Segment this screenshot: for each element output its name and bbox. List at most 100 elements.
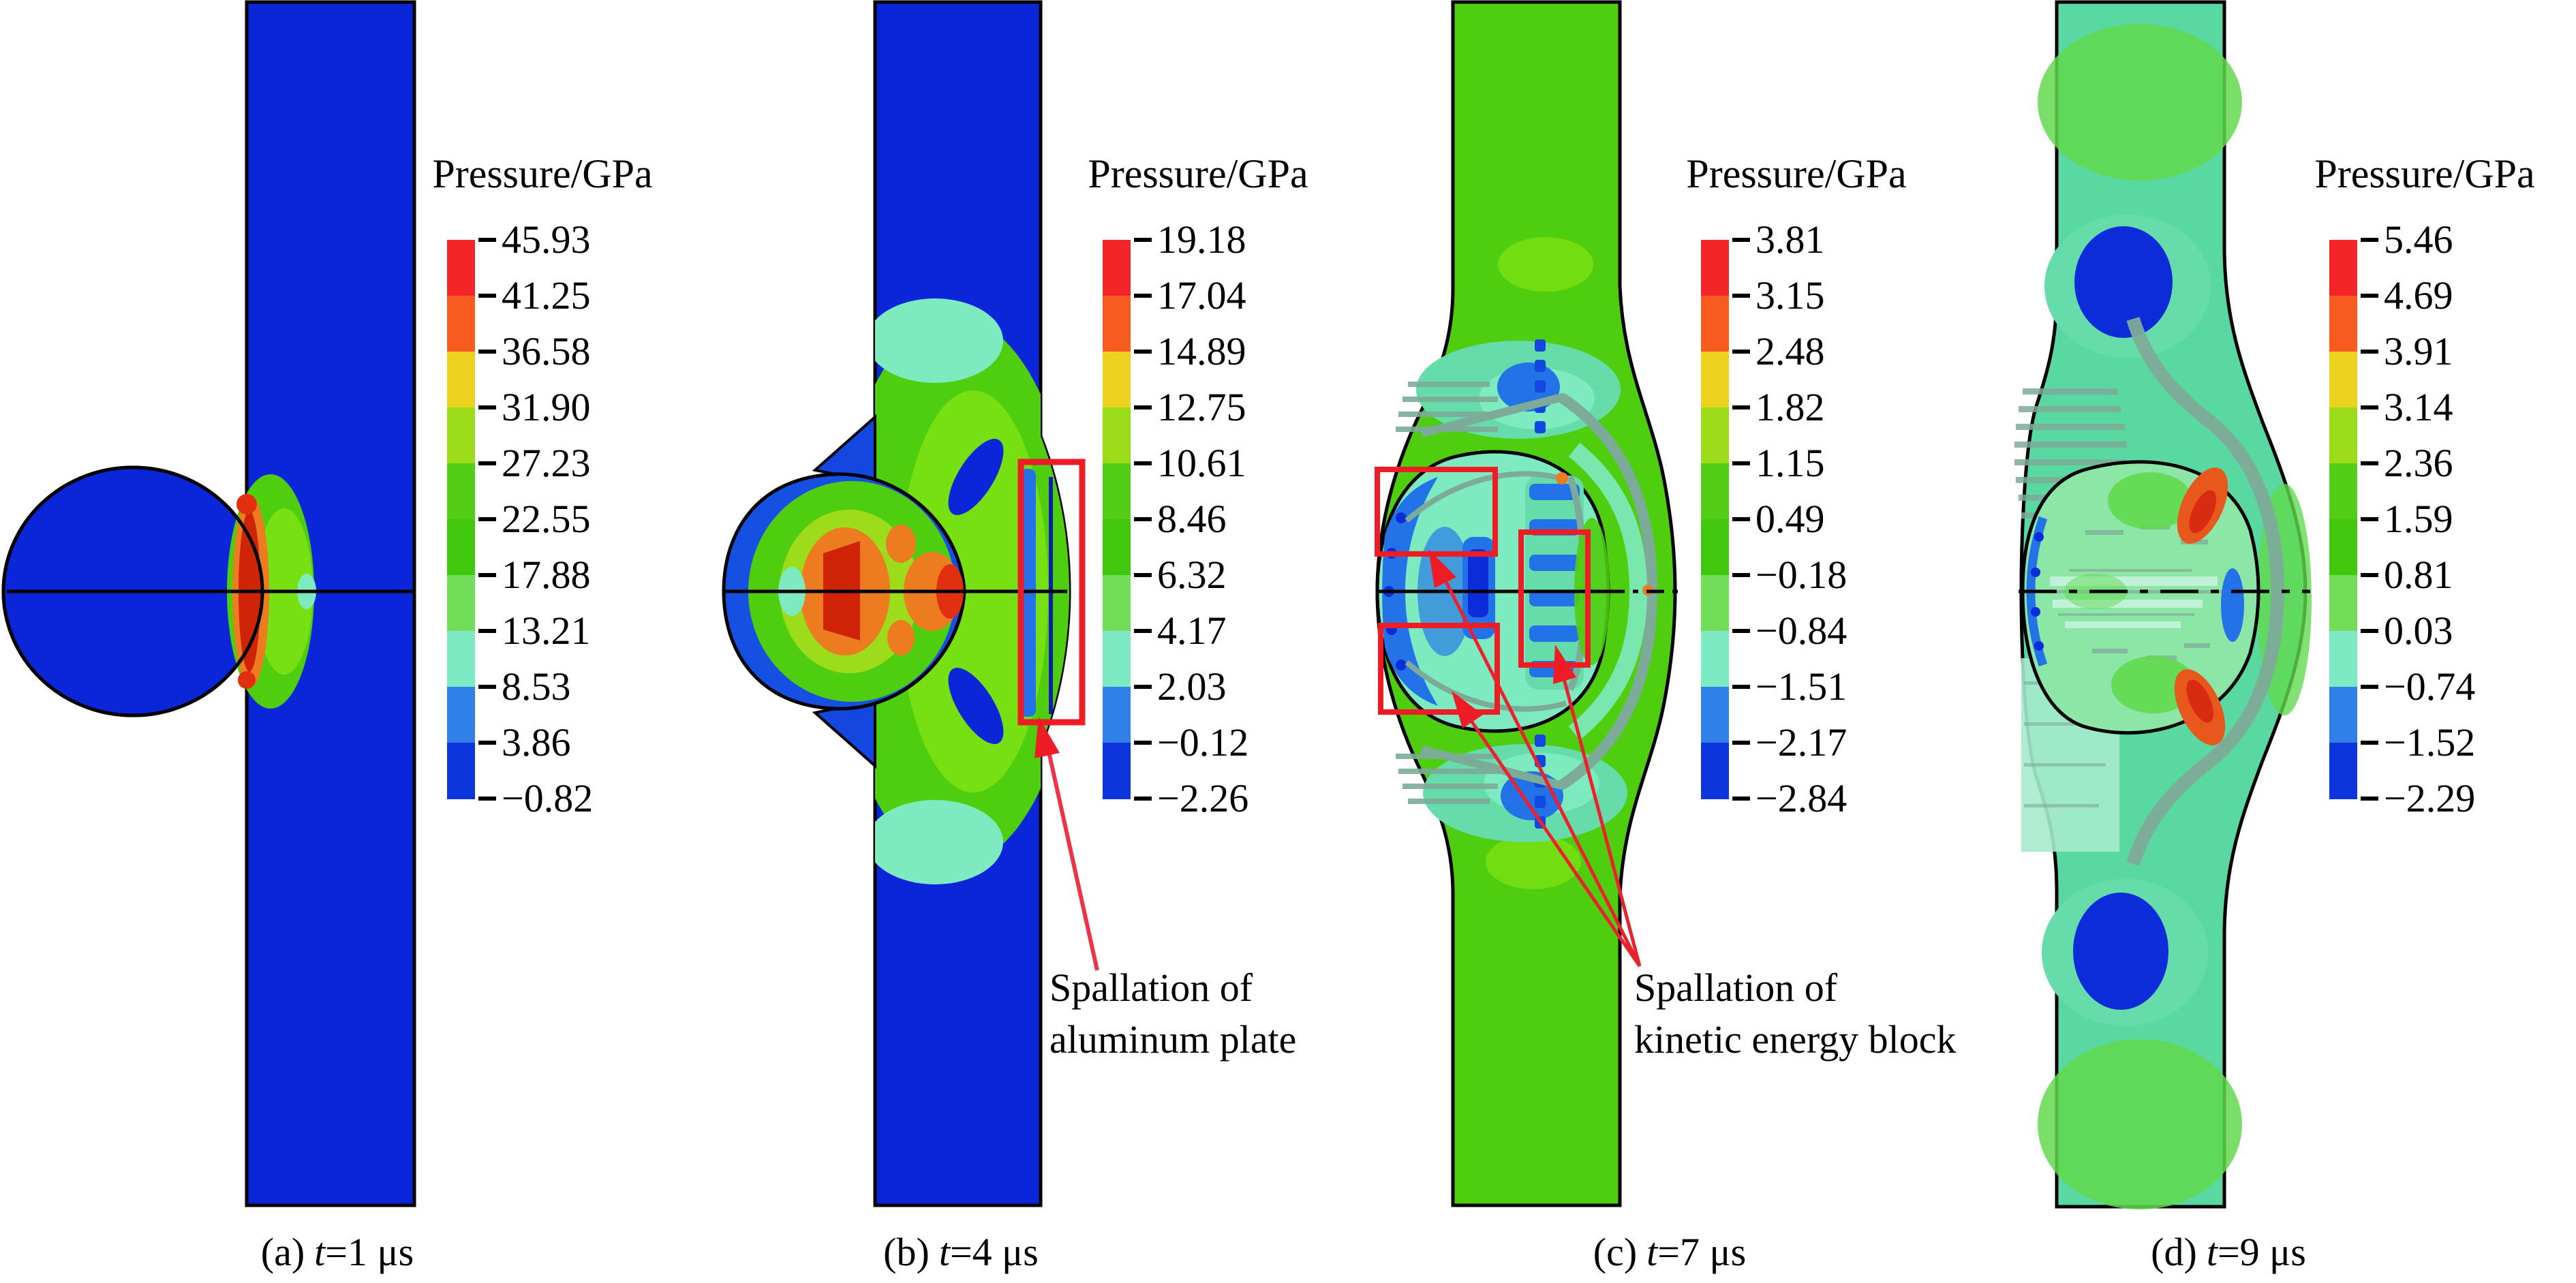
colorbar-tick-label: 45.93 xyxy=(502,217,591,262)
colorbar-segment xyxy=(1103,240,1131,296)
caption-index: (a) xyxy=(260,1230,305,1274)
colorbar-segment xyxy=(447,743,475,799)
colorbar-segment xyxy=(447,407,475,464)
annotation-label: Spallation of aluminum plate xyxy=(1049,962,1296,1066)
colorbar-tick-mark xyxy=(478,350,496,354)
colorbar-segment xyxy=(447,519,475,576)
caption-index: (b) xyxy=(883,1230,930,1274)
colorbar-tick-label: 0.49 xyxy=(1755,497,1825,541)
colorbar-tick-label: 3.15 xyxy=(1755,273,1825,318)
release-crescent-lower-b xyxy=(948,668,1004,744)
colorbar-tick-mark xyxy=(1732,573,1750,577)
panel-d-plot xyxy=(2014,0,2312,1209)
colorbar-tick-label: −2.29 xyxy=(2384,776,2476,820)
colorbar-segment xyxy=(447,687,475,743)
colorbar-tick-mark xyxy=(2361,685,2378,689)
colorbar-tick-label: −1.51 xyxy=(1755,664,1847,709)
caption-time-value: =4 μs xyxy=(949,1230,1039,1274)
colorbar-segment xyxy=(447,575,475,632)
colorbar-tick-label: −0.82 xyxy=(502,776,594,820)
colorbar-tick-mark xyxy=(1732,350,1750,354)
colorbar-tick-mark xyxy=(1134,573,1152,577)
panel-a-plot xyxy=(1,0,416,1207)
colorbar-tick-mark xyxy=(2361,797,2378,801)
colorbar-tick-label: 19.18 xyxy=(1157,217,1246,262)
colorbar-segment xyxy=(1103,743,1131,799)
colorbar-tick-label: 31.90 xyxy=(502,385,591,429)
colorbar-tick-mark xyxy=(478,741,496,745)
colorbar-segment xyxy=(1103,519,1131,576)
colorbar-tick-mark xyxy=(1134,294,1152,298)
colorbar-segment xyxy=(2329,631,2357,687)
colorbar-tick-mark xyxy=(2361,629,2378,633)
colorbar-segment xyxy=(2329,463,2357,520)
colorbar-tick-mark xyxy=(2361,294,2378,298)
pressure-patch xyxy=(2038,1039,2242,1209)
annotation-arrowhead-b xyxy=(1034,717,1060,758)
tension-blob-lower-d xyxy=(2073,893,2168,1010)
colorbar-segment xyxy=(447,296,475,352)
colorbar-tick-mark xyxy=(478,629,496,633)
colorbar-segment xyxy=(2329,575,2357,632)
colorbar-segment xyxy=(1701,687,1729,743)
colorbar-tick-label: −0.74 xyxy=(2384,664,2476,709)
caption-time-variable: t xyxy=(1646,1230,1658,1274)
colorbar-tick-label: 8.53 xyxy=(502,664,571,709)
colorbar-tick-label: 27.23 xyxy=(502,441,591,485)
colorbar-tick-label: 4.69 xyxy=(2384,273,2453,318)
annotation-line: Spallation of xyxy=(1049,965,1253,1010)
colorbar-tick-label: 17.88 xyxy=(502,553,591,597)
colorbar-tick-mark xyxy=(1732,517,1750,521)
spallation-box-c1 xyxy=(1375,467,1498,557)
colorbar-tick-label: 36.58 xyxy=(502,329,591,373)
colorbar-tick-mark xyxy=(478,461,496,465)
panel-caption: (c) t=7 μs xyxy=(1465,1231,1874,1274)
colorbar-segment xyxy=(1701,575,1729,632)
shock-arc-d xyxy=(2126,317,2285,866)
colorbar-tick-mark xyxy=(478,685,496,689)
caption-time-variable: t xyxy=(314,1230,326,1274)
colorbar-tick-label: 4.17 xyxy=(1157,608,1227,653)
colorbar-segment xyxy=(1701,631,1729,687)
colorbar-segment xyxy=(2329,296,2357,352)
colorbar-tick-label: 1.82 xyxy=(1755,385,1825,429)
colorbar-segment xyxy=(2329,687,2357,743)
colorbar-tick-mark xyxy=(1134,461,1152,465)
colorbar-tick-label: −0.18 xyxy=(1755,553,1847,597)
colorbar-segment xyxy=(1701,240,1729,296)
colorbar-tick-label: −1.52 xyxy=(2384,720,2476,764)
colorbar-title: Pressure/GPa xyxy=(2314,151,2535,196)
spallation-box-c2 xyxy=(1378,623,1500,715)
colorbar-segment xyxy=(1103,407,1131,464)
colorbar-segment xyxy=(1103,631,1131,687)
colorbar-tick-mark xyxy=(1134,685,1152,689)
colorbar-tick-mark xyxy=(1732,685,1750,689)
colorbar-tick-label: 41.25 xyxy=(502,273,591,318)
colorbar-tick-mark xyxy=(1732,405,1750,409)
colorbar-segment xyxy=(447,240,475,296)
colorbar-tick-mark xyxy=(1134,350,1152,354)
colorbar-segment xyxy=(2329,519,2357,576)
caption-index: (c) xyxy=(1593,1230,1638,1274)
colorbar-tick-label: 2.03 xyxy=(1157,664,1227,709)
annotation-line: Spallation of xyxy=(1634,965,1838,1010)
colorbar-tick-label: 3.14 xyxy=(2384,385,2453,429)
shear-streak xyxy=(1420,745,1566,790)
colorbar-tick-mark xyxy=(1134,797,1152,801)
colorbar-tick-mark xyxy=(1134,741,1152,745)
colorbar-tick-mark xyxy=(2361,517,2378,521)
colorbar-tick-mark xyxy=(2361,741,2378,745)
pressure-patch xyxy=(2038,24,2242,181)
annotation-arrows-c xyxy=(1428,549,1642,968)
colorbar-tick-mark xyxy=(1732,741,1750,745)
colorbar-tick-label: 3.91 xyxy=(2384,329,2453,373)
colorbar-tick-label: 17.04 xyxy=(1157,273,1246,318)
colorbar-tick-mark xyxy=(1732,238,1750,242)
colorbar-tick-label: 1.15 xyxy=(1755,441,1825,485)
panel-b-plot xyxy=(722,0,1099,1207)
colorbar-tick-label: 8.46 xyxy=(1157,497,1227,541)
colorbar-segment xyxy=(1103,463,1131,520)
colorbar-tick-mark xyxy=(1134,517,1152,521)
tension-capsule-d xyxy=(2221,568,2244,642)
colorbar-segment xyxy=(2329,240,2357,296)
